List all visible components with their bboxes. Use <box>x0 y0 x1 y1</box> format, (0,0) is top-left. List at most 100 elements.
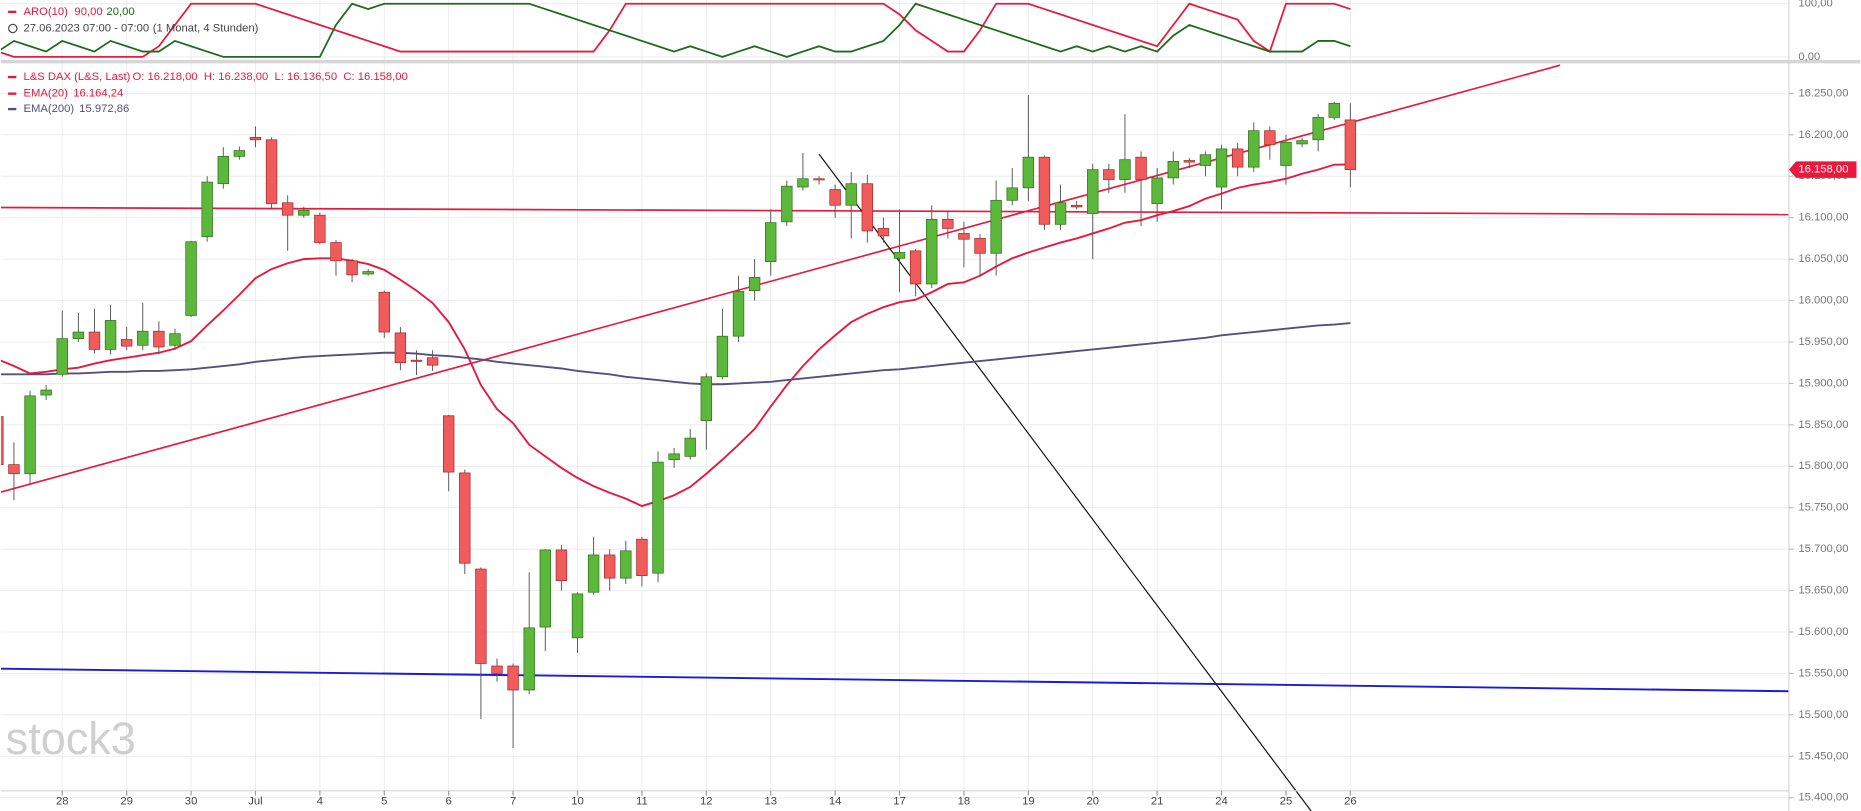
candle-body <box>120 339 133 347</box>
price-tag-label: 16.158,00 <box>1798 164 1848 176</box>
candle-body <box>1022 156 1035 189</box>
clock-icon <box>8 23 18 34</box>
candle-body <box>604 554 616 579</box>
y-tick-label: 16.250,00 <box>1798 87 1848 99</box>
ema20-value: 16.164,24 <box>73 88 123 100</box>
candle-body <box>1215 148 1228 188</box>
y-tick-label: 15.800,00 <box>1798 460 1848 472</box>
candle-body <box>330 242 342 262</box>
descending-trend-line <box>818 153 1312 811</box>
candle-body <box>748 276 761 291</box>
y-tick-label: 15.650,00 <box>1798 585 1848 597</box>
candle-body <box>298 209 310 216</box>
y-tick-label: 15.400,00 <box>1798 792 1848 804</box>
candle-body <box>990 199 1002 254</box>
candle-body <box>523 627 535 691</box>
candle-body <box>410 359 423 362</box>
candle-body <box>765 222 777 262</box>
candle-body <box>394 332 407 364</box>
x-tick-label: 17 <box>893 795 906 807</box>
y-tick-label: 16.200,00 <box>1798 129 1848 141</box>
interval-label: (1 Monat, 4 Stunden) <box>153 22 259 34</box>
candle-body <box>555 549 568 581</box>
candle-body <box>8 464 20 475</box>
ohlc-label: O: 16.218,00 H: 16.238,00 L: 16.136,50 C… <box>133 71 408 83</box>
candle-body <box>684 437 696 457</box>
candle-body <box>346 260 358 276</box>
candle-body <box>1344 119 1357 170</box>
period-label: 27.06.2023 07:00 - 07:00 <box>23 22 149 34</box>
candle-body <box>1296 140 1308 145</box>
candle-body <box>1183 160 1196 163</box>
plot-layer <box>0 2 1789 811</box>
candle-body <box>0 416 4 465</box>
y-tick-label: 15.450,00 <box>1798 750 1848 762</box>
aroon-line <box>0 2 1351 58</box>
candle-body <box>539 549 551 628</box>
candle-body <box>1151 177 1163 204</box>
horizontal-support-line <box>0 667 1789 693</box>
candle-body <box>974 238 986 254</box>
y-tick-label: 15.700,00 <box>1798 543 1848 555</box>
x-tick-label: 29 <box>120 795 133 807</box>
candle-body <box>861 183 874 232</box>
candle-body <box>893 252 906 259</box>
grid-layer <box>0 0 1789 799</box>
x-tick-label: 26 <box>1344 795 1357 807</box>
candle-body <box>942 218 954 229</box>
candle-body <box>1167 160 1179 179</box>
aroon-tick-label: 0,00 <box>1798 51 1820 63</box>
x-tick-label: 5 <box>381 795 387 807</box>
candle-body <box>636 538 648 577</box>
y-tick-label: 15.550,00 <box>1798 667 1848 679</box>
candle-body <box>926 218 938 285</box>
candle-body <box>185 241 197 316</box>
y-tick-label: 16.050,00 <box>1798 253 1848 265</box>
candle-body <box>475 568 487 664</box>
candle-body <box>700 376 713 422</box>
candle-body <box>620 550 632 579</box>
candle-body <box>362 271 374 275</box>
y-tick-label: 16.000,00 <box>1798 295 1848 307</box>
candle-body <box>265 139 278 204</box>
candle-body <box>88 331 101 350</box>
y-tick-label: 15.750,00 <box>1798 502 1848 514</box>
candle-body <box>249 136 262 141</box>
candle-body <box>201 181 213 238</box>
candle-body <box>668 453 680 461</box>
candle-body <box>652 461 664 574</box>
x-tick-label: 10 <box>571 795 584 807</box>
candle-body <box>442 415 455 473</box>
ema200-value: 15.972,86 <box>79 103 129 115</box>
x-tick-label: 11 <box>636 795 648 807</box>
x-tick-label: 7 <box>510 795 516 807</box>
candle-body <box>845 183 857 206</box>
candle-body <box>281 202 294 216</box>
y-tick-label: 15.950,00 <box>1798 336 1848 348</box>
candle-body <box>813 178 825 181</box>
candle-body <box>716 335 729 378</box>
aroon-tick-label: 100,00 <box>1798 0 1832 10</box>
candle-body <box>24 395 36 475</box>
watermark: stock3 <box>6 713 136 764</box>
x-tick-label: 6 <box>446 795 452 807</box>
x-tick-label: 24 <box>1215 795 1228 807</box>
candle-body <box>829 189 841 206</box>
candle-body <box>1312 117 1324 141</box>
ema20-legend: EMA(20) <box>23 88 68 100</box>
candle-body <box>217 156 229 185</box>
candle-body <box>1199 154 1212 166</box>
candle-body <box>169 333 181 346</box>
aroon-down-value: 20,00 <box>106 6 134 18</box>
candle-body <box>877 228 890 237</box>
x-tick-label: 20 <box>1086 795 1099 807</box>
x-tick-label: 30 <box>185 795 198 807</box>
candle-body <box>426 357 439 366</box>
candle-body <box>491 665 503 674</box>
ema-line <box>0 163 1351 508</box>
instrument-title: L&S DAX (L&S, Last) <box>23 71 130 83</box>
candle-body <box>1231 148 1244 168</box>
candle-body <box>104 320 117 350</box>
